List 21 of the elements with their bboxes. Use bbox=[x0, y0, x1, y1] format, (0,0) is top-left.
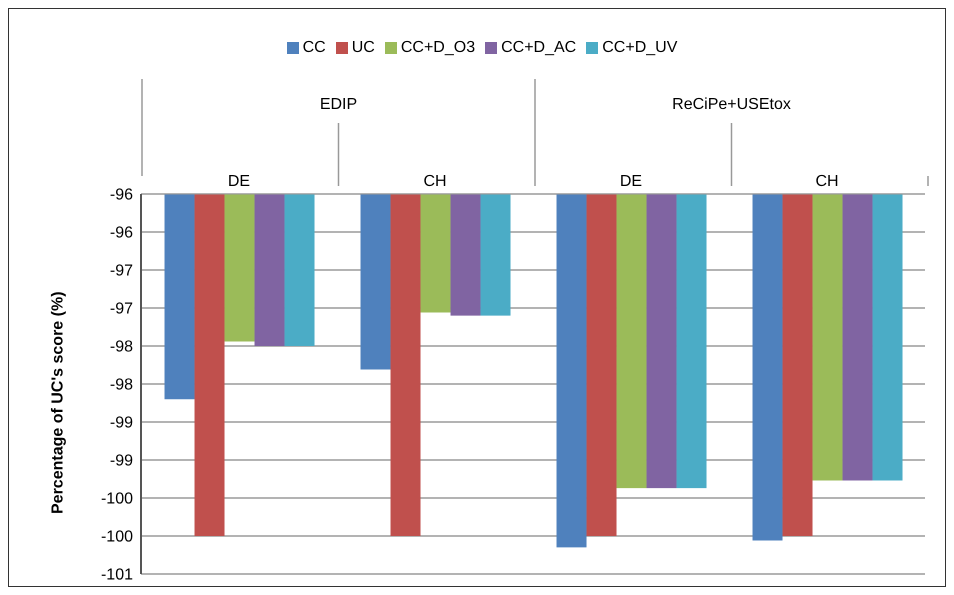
y-tick-label: -98 bbox=[110, 338, 134, 356]
y-tick-label: -101 bbox=[100, 566, 134, 584]
y-axis-title: Percentage of UC's score (%) bbox=[50, 291, 67, 514]
y-tick-label: -97 bbox=[110, 300, 134, 318]
y-tick-label: -100 bbox=[100, 528, 134, 546]
y-tick-label: -98 bbox=[110, 376, 134, 394]
x-tick-label: DE bbox=[228, 173, 250, 190]
y-tick-label: -100 bbox=[100, 490, 134, 508]
legend-label: CC+D_O3 bbox=[400, 39, 476, 56]
y-tick-label: -96 bbox=[110, 224, 134, 242]
legend-label: CC bbox=[302, 39, 326, 56]
y-tick-label: -96 bbox=[110, 186, 134, 204]
x-tick-label: CH bbox=[815, 173, 839, 190]
legend-label: CC+D_UV bbox=[602, 39, 678, 56]
legend-label: UC bbox=[352, 39, 375, 56]
legend-label: CC+D_AC bbox=[501, 39, 576, 56]
x-tick-label: DE bbox=[620, 173, 642, 190]
x-tick-label: CH bbox=[423, 173, 447, 190]
y-tick-label: -99 bbox=[110, 452, 134, 470]
y-tick-label: -97 bbox=[110, 262, 134, 280]
y-tick-label: -99 bbox=[110, 414, 134, 432]
